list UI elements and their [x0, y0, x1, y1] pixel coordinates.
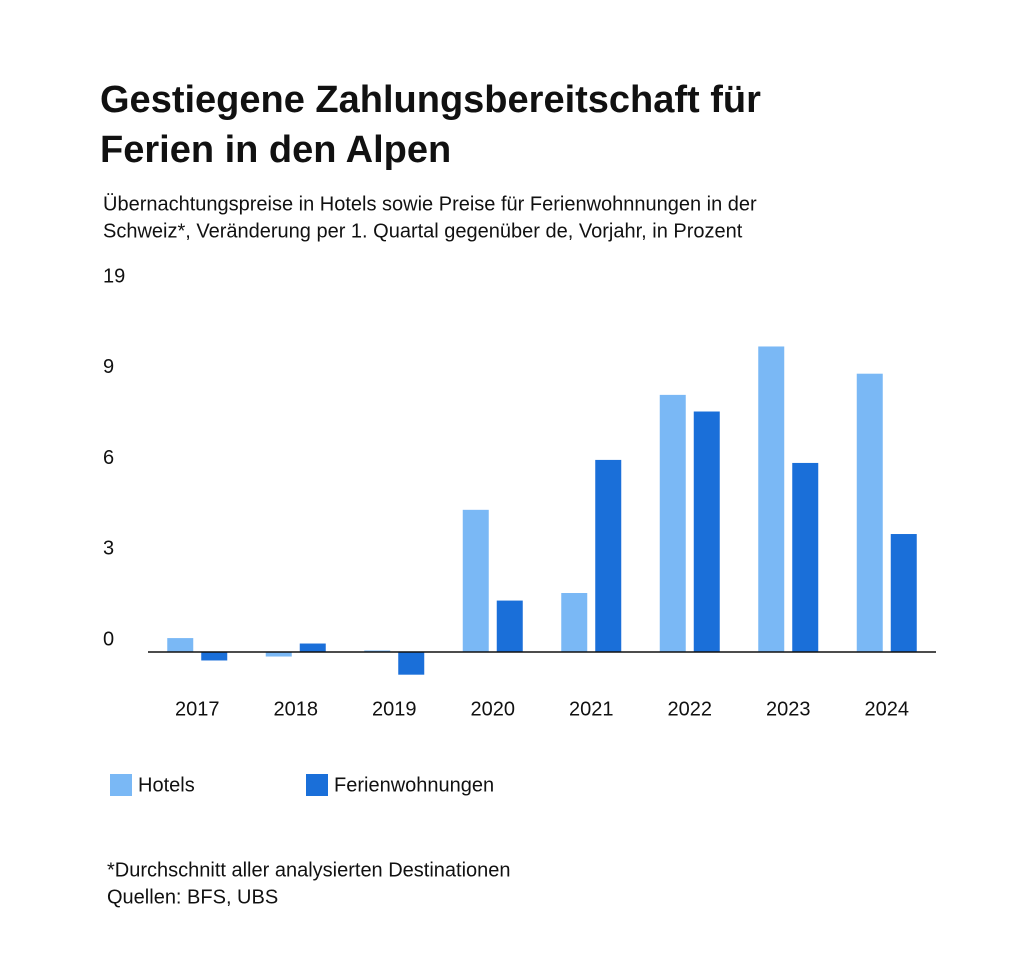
x-tick-label: 2024 [865, 698, 910, 720]
x-tick-label: 2018 [274, 698, 319, 720]
bar [265, 652, 292, 657]
bar [201, 652, 228, 661]
bar [890, 534, 917, 652]
bar [462, 509, 489, 652]
x-tick-label: 2020 [471, 698, 516, 720]
legend-swatch [306, 774, 328, 796]
source: Quellen: BFS, UBS [107, 886, 278, 908]
y-tick-label: 3 [103, 538, 114, 560]
x-tick-label: 2017 [175, 698, 220, 720]
chart-title: Ferien in den Alpen [100, 129, 451, 171]
chart-title: Gestiegene Zahlungsbereitschaft für [100, 79, 761, 121]
bar [299, 643, 326, 652]
y-tick-label: 19 [103, 265, 125, 287]
x-tick-label: 2023 [766, 698, 811, 720]
bar [659, 394, 686, 652]
chart-subtitle: Übernachtungspreise in Hotels sowie Prei… [103, 193, 757, 215]
bar [167, 638, 194, 652]
y-tick-label: 6 [103, 447, 114, 469]
y-tick-label: 9 [103, 356, 114, 378]
y-tick-label: 0 [103, 628, 114, 650]
bar [693, 411, 720, 652]
legend-swatch [110, 774, 132, 796]
x-tick-label: 2019 [372, 698, 417, 720]
legend-label: Ferienwohnungen [334, 774, 494, 796]
footnote: *Durchschnitt aller analysierten Destina… [107, 859, 511, 881]
bar [792, 462, 819, 652]
bar [561, 593, 588, 652]
bar [856, 373, 883, 652]
bar [398, 652, 425, 675]
x-tick-label: 2022 [668, 698, 713, 720]
bar [758, 346, 785, 652]
bar [364, 650, 391, 652]
chart-subtitle: Schweiz*, Veränderung per 1. Quartal geg… [103, 220, 743, 242]
bar [595, 459, 622, 652]
legend-label: Hotels [138, 774, 195, 796]
x-tick-label: 2021 [569, 698, 614, 720]
bar [496, 600, 523, 652]
